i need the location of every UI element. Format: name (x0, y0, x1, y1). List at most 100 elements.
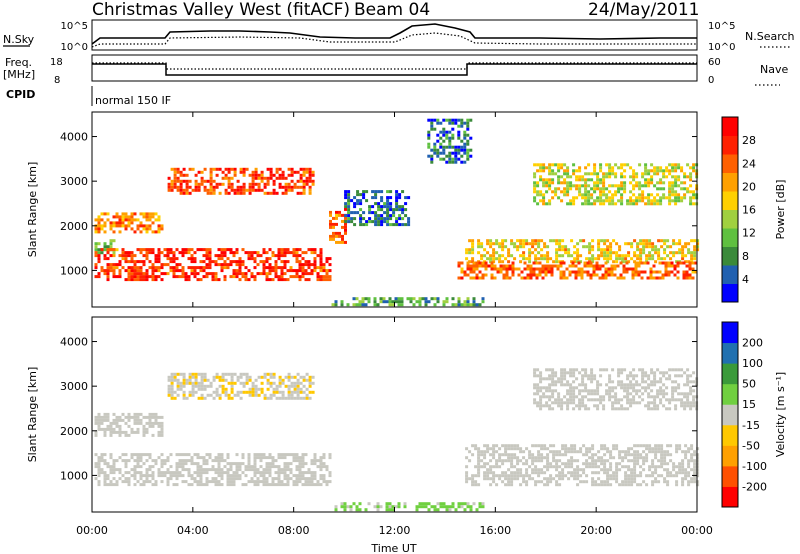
echo-cell (302, 167, 306, 171)
echo-cell (654, 248, 658, 252)
echo-cell (103, 245, 107, 249)
echo-cell (457, 261, 461, 265)
echo-cell (540, 444, 544, 448)
echo-cell (253, 275, 257, 279)
echo-cell (531, 453, 535, 457)
echo-cell (388, 505, 392, 509)
echo-cell (534, 468, 538, 472)
echo-cell (540, 239, 544, 243)
echo-cell (170, 384, 174, 388)
echo-cell (661, 276, 665, 280)
echo-cell (616, 276, 620, 280)
echo-cell (227, 381, 231, 385)
echo-cell (182, 188, 186, 192)
echo-cell (483, 450, 487, 454)
echo-cell (235, 468, 239, 472)
echo-cell (365, 190, 369, 194)
echo-cell (295, 468, 299, 472)
colorbar-swatch (722, 265, 738, 284)
echo-cell (136, 418, 140, 422)
echo-cell (265, 257, 269, 261)
echo-cell (620, 404, 624, 408)
echo-cell (644, 196, 648, 200)
echo-cell (271, 483, 275, 487)
echo-cell (358, 502, 362, 506)
echo-cell (629, 181, 633, 185)
echo-cell (551, 377, 555, 381)
echo-cell (106, 427, 110, 431)
echo-cell (653, 169, 657, 173)
echo-cell (654, 444, 658, 448)
echo-cell (121, 212, 125, 216)
echo-cell (486, 257, 490, 261)
echo-cell (593, 398, 597, 402)
echo-cell (298, 278, 302, 282)
echo-cell (623, 163, 627, 167)
echo-region (465, 239, 700, 264)
echo-cell (286, 260, 290, 264)
echo-cell (124, 260, 128, 264)
echo-cell (533, 368, 537, 372)
echo-cell (203, 167, 207, 171)
echo-cell (504, 239, 508, 243)
echo-cell (265, 456, 269, 460)
echo-cell (641, 175, 645, 179)
echo-cell (250, 275, 254, 279)
echo-cell (561, 239, 565, 243)
echo-cell (263, 393, 267, 397)
echo-cell (584, 407, 588, 411)
echo-cell (145, 230, 149, 234)
echo-cell (248, 188, 252, 192)
echo-cell (487, 264, 491, 268)
echo-cell (561, 474, 565, 478)
echo-cell (442, 502, 446, 506)
echo-cell (278, 375, 282, 379)
echo-cell (442, 133, 446, 137)
echo-cell (451, 133, 455, 137)
echo-cell (465, 447, 469, 451)
echo-cell (584, 371, 588, 375)
echo-cell (501, 260, 505, 264)
echo-cell (582, 239, 586, 243)
echo-cell (196, 480, 200, 484)
echo-cell (610, 264, 614, 268)
echo-cell (538, 267, 542, 271)
echo-cell (588, 242, 592, 246)
echo-cell (525, 239, 529, 243)
echo-cell (661, 273, 665, 277)
echo-cell (197, 170, 201, 174)
echo-cell (292, 275, 296, 279)
echo-cell (533, 190, 537, 194)
echo-cell (301, 453, 305, 457)
echo-cell (677, 166, 681, 170)
echo-cell (229, 462, 233, 466)
echo-cell (629, 392, 633, 396)
echo-cell (501, 239, 505, 243)
echo-cell (608, 395, 612, 399)
echo-cell (678, 239, 682, 243)
echo-cell (690, 254, 694, 258)
echo-cell (465, 248, 469, 252)
echo-cell (632, 178, 636, 182)
echo-cell (214, 275, 218, 279)
echo-cell (112, 224, 116, 228)
echo-cell (536, 169, 540, 173)
echo-cell (145, 430, 149, 434)
echo-cell (230, 176, 234, 180)
echo-cell (540, 468, 544, 472)
echo-cell (223, 266, 227, 270)
echo-cell (627, 477, 631, 481)
echo-region (94, 412, 164, 437)
echo-cell (463, 136, 467, 140)
echo-cell (668, 163, 672, 167)
echo-cell (184, 272, 188, 276)
echo-cell (657, 257, 661, 261)
echo-cell (633, 480, 637, 484)
colorbar-swatch (722, 135, 738, 155)
echo-cell (194, 173, 198, 177)
echo-cell (539, 401, 543, 405)
echo-cell (215, 173, 219, 177)
echo-cell (630, 245, 634, 249)
echo-cell (557, 178, 561, 182)
echo-cell (677, 175, 681, 179)
